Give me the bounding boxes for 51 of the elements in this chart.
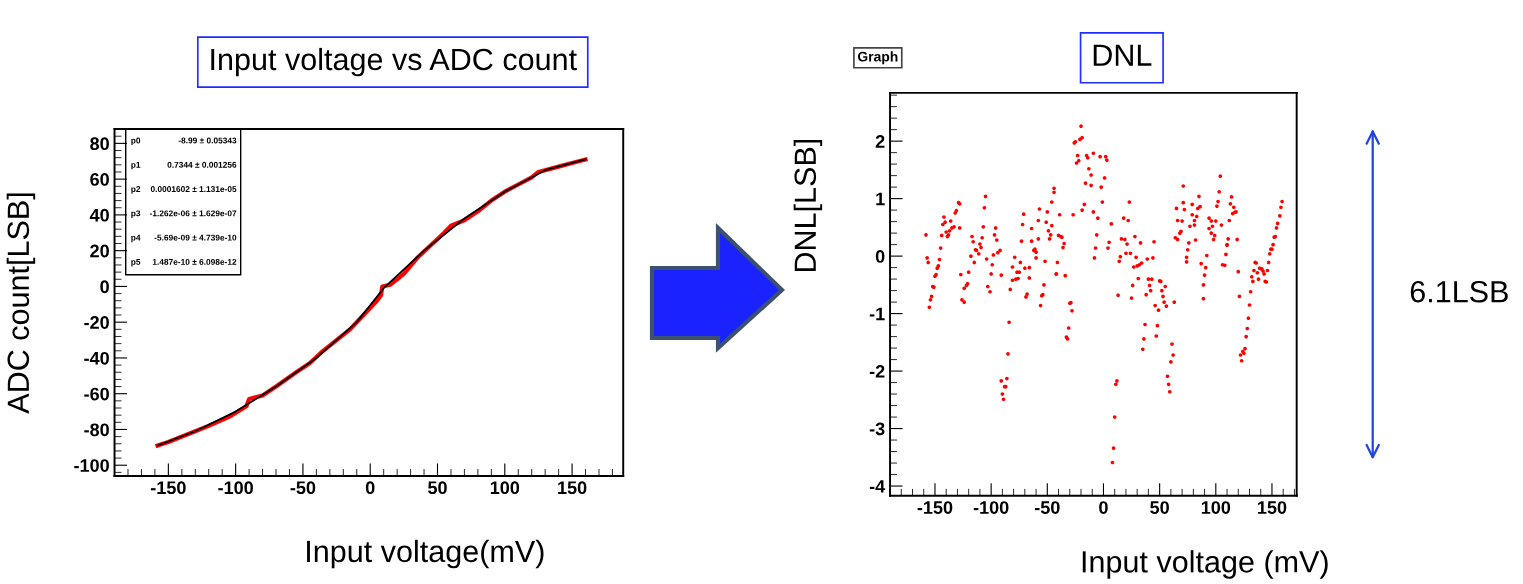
- annotation: 0.0001602 ± 1.131e-05: [150, 186, 237, 193]
- x-tick-label: -50: [290, 481, 316, 495]
- y-tick-label: -3: [869, 422, 885, 436]
- x-tick-label: -100: [973, 501, 1009, 514]
- annotation: p2: [131, 186, 141, 194]
- annotation: p4: [131, 234, 141, 243]
- x-tick-label: 0: [1099, 501, 1108, 514]
- annotation: -5.69e-09 ± 4.739e-10: [154, 234, 237, 241]
- annotation: -1.262e-06 ± 1.629e-07: [149, 210, 237, 217]
- y-tick-label: -100: [74, 459, 109, 472]
- x-tick-label: 150: [1258, 501, 1287, 514]
- x-tick-label: -150: [917, 501, 953, 514]
- x-tick-label: 50: [1150, 501, 1169, 514]
- x-tick-label: 50: [428, 481, 447, 495]
- y-tick-label: 0: [100, 280, 109, 294]
- chart-title: Input voltage vs ADC count: [211, 47, 577, 77]
- y-tick-label: -40: [84, 351, 109, 365]
- annotation: p0: [131, 137, 141, 146]
- x-tick-label: 0: [365, 481, 375, 495]
- y-tick-label: 2: [875, 135, 885, 148]
- x-tick-label: 100: [1201, 501, 1231, 514]
- x-tick-label: 100: [490, 481, 520, 495]
- y-tick-label: -20: [84, 316, 109, 329]
- text: 6.1LSB: [1410, 280, 1508, 303]
- y-axis-title: ADC count[LSB]: [6, 193, 36, 414]
- x-tick-label: -100: [218, 481, 253, 495]
- y-tick-label: -2: [869, 365, 885, 378]
- chart-title: DNL: [1093, 44, 1152, 66]
- y-tick-label: 0: [875, 250, 885, 263]
- y-tick-label: -1: [869, 307, 885, 321]
- annotation: p3: [131, 210, 141, 218]
- x-tick-label: 150: [558, 481, 587, 495]
- annotation: 1.487e-10 ± 6.098e-12: [152, 258, 237, 265]
- annotation: p1: [131, 161, 141, 170]
- y-tick-label: 80: [90, 137, 109, 151]
- y-tick-label: 20: [90, 244, 109, 258]
- y-tick-label: -60: [84, 387, 109, 401]
- y-axis-title: DNL[LSB]: [793, 139, 823, 272]
- y-tick-label: 40: [89, 208, 109, 222]
- y-tick-label: -80: [84, 423, 109, 437]
- x-axis-title: Input voltage(mV): [307, 539, 544, 569]
- x-axis-title: Input voltage (mV): [1082, 550, 1328, 579]
- annotation: 0.7344 ± 0.001256: [167, 161, 237, 168]
- x-tick-label: -150: [151, 481, 186, 495]
- y-tick-label: 1: [876, 192, 885, 206]
- y-tick-label: 60: [90, 173, 109, 186]
- annotation: -8.99 ± 0.05343: [178, 137, 237, 144]
- annotation: p5: [131, 259, 141, 267]
- y-tick-label: -4: [869, 480, 886, 493]
- text: Graph: [857, 51, 898, 65]
- x-tick-label: -50: [1034, 501, 1060, 514]
